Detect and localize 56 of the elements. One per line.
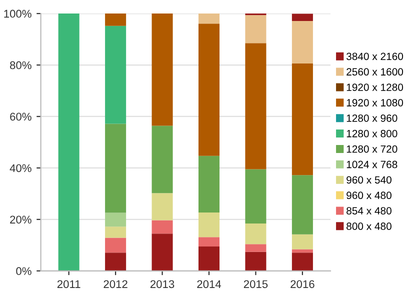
legend-label: 960 x 540 [346, 176, 392, 184]
bar [105, 238, 126, 253]
legend-label: 2560 x 1600 [346, 68, 404, 76]
bar [152, 220, 173, 234]
legend-label: 1280 x 960 [346, 114, 398, 122]
legend-label: 800 x 480 [346, 222, 392, 230]
bar [198, 246, 220, 271]
bar [198, 212, 220, 238]
legend-label: 1920 x 1080 [346, 99, 404, 106]
legend-label: 1280 x 720 [346, 145, 398, 153]
bar [245, 244, 266, 252]
x-tick-label: 2011 [57, 280, 80, 288]
bar [292, 63, 313, 176]
bar [105, 124, 126, 213]
bar [198, 14, 220, 24]
bar [245, 15, 266, 44]
bar [198, 237, 220, 246]
bar [152, 193, 173, 220]
x-tick-label: 2012 [104, 280, 128, 288]
bar [245, 169, 266, 224]
x-tick-label: 2015 [244, 280, 268, 288]
bar [245, 224, 266, 244]
bar [105, 212, 126, 227]
bar [198, 156, 220, 212]
legend-label: 1280 x 800 [346, 130, 398, 138]
bar [152, 234, 173, 271]
y-tick-label: 40% [10, 164, 32, 172]
legend-label: 854 x 480 [346, 207, 392, 214]
bar [58, 14, 80, 271]
bar [245, 252, 266, 271]
bar [105, 252, 126, 271]
bar [152, 14, 173, 126]
bar [292, 249, 313, 253]
bar [245, 43, 266, 170]
x-tick-label: 2013 [150, 280, 174, 288]
bar [292, 175, 313, 234]
bar [292, 234, 313, 250]
y-tick-label: 20% [10, 216, 32, 224]
bar [292, 252, 313, 271]
legend-label: 1024 x 768 [346, 160, 398, 168]
bar [105, 14, 126, 26]
y-tick-label: 100% [4, 10, 32, 18]
x-tick-label: 2014 [197, 280, 222, 288]
y-tick-label: 80% [10, 61, 32, 70]
bar [198, 24, 220, 156]
bar [105, 26, 126, 124]
bar [105, 226, 126, 238]
bar [292, 21, 313, 64]
bar [292, 14, 313, 22]
x-tick-label: 2016 [290, 280, 314, 288]
legend-label: 1920 x 1280 [346, 84, 404, 91]
legend-label: 3840 x 2160 [346, 52, 404, 60]
bar [152, 126, 173, 194]
y-tick-label: 60% [10, 112, 32, 121]
y-tick-label: 0% [16, 267, 32, 276]
legend-label: 960 x 480 [346, 192, 392, 200]
